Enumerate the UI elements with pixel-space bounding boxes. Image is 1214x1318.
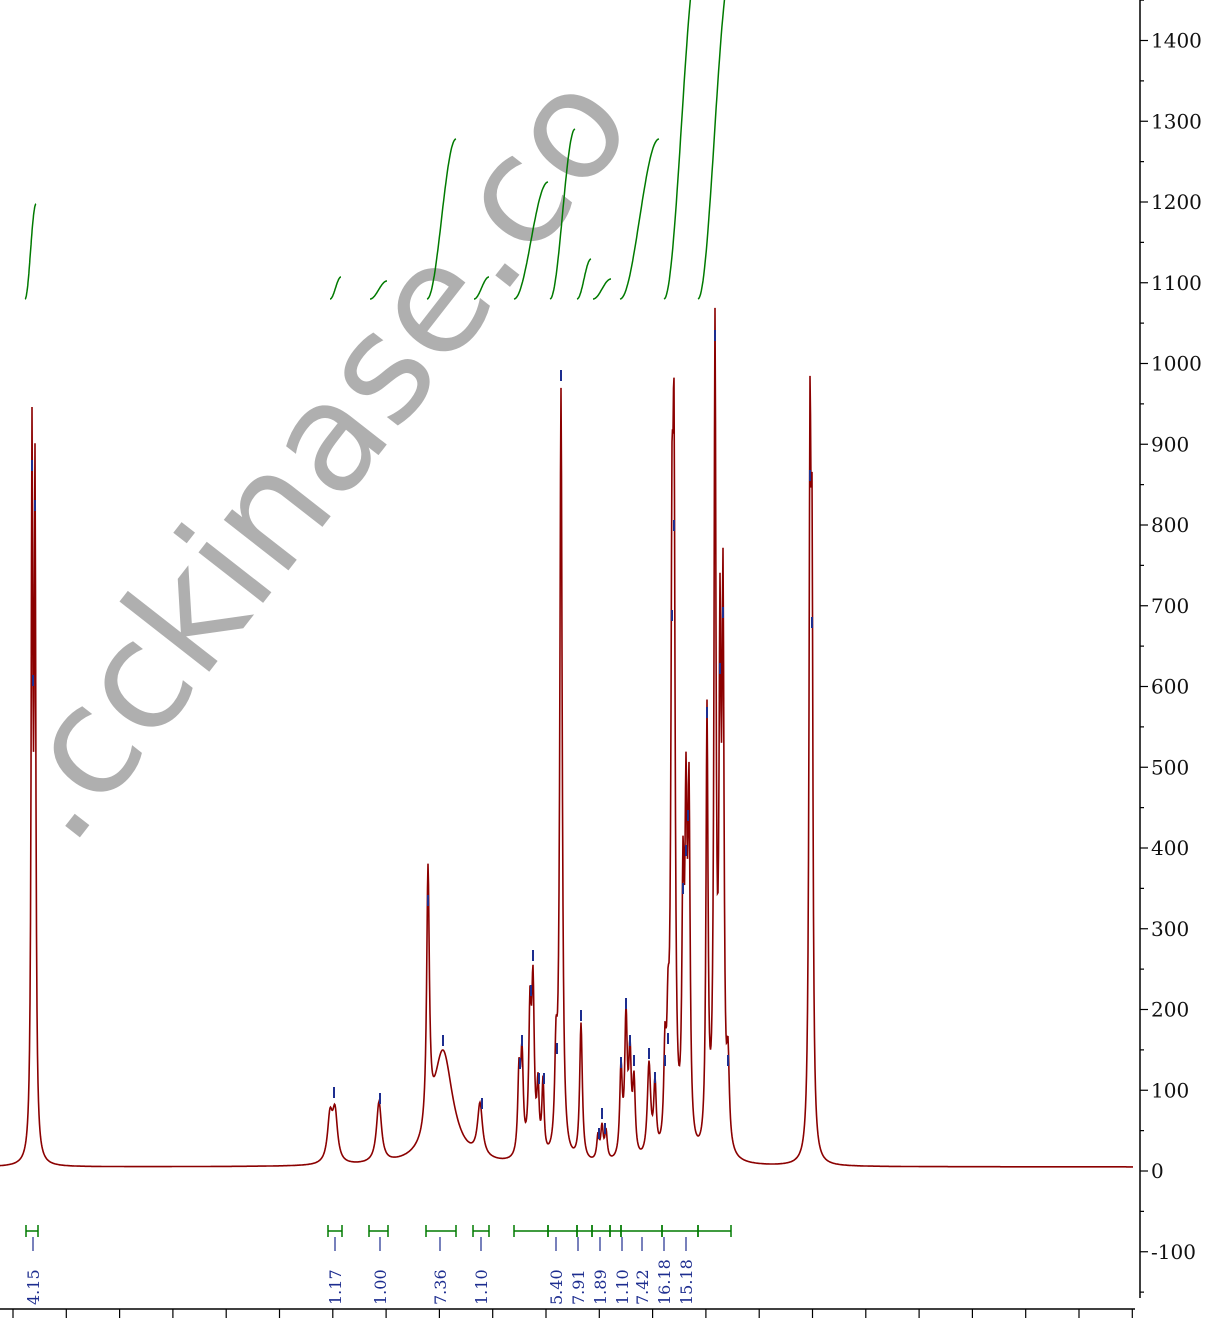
x-axis (0, 1308, 1135, 1318)
integral-label: 1.00 (371, 1269, 390, 1305)
integral-labels: 4.15 1.17 1.00 7.36 1.10 5.40 7.91 1.89 1.10 7.42… (24, 1237, 696, 1305)
integral-label: 15.18 (677, 1259, 696, 1305)
integral-curve (593, 278, 611, 300)
peak-markers (31, 330, 813, 1139)
integral-curve (474, 276, 489, 300)
integral-label: 4.15 (24, 1269, 43, 1305)
integral-label: 1.10 (472, 1269, 491, 1305)
integral-curve (663, 0, 692, 300)
y-tick-label: 500 (1151, 755, 1189, 779)
integral-label: 7.42 (633, 1269, 652, 1305)
integral-curve (697, 0, 726, 300)
integral-label: 1.89 (591, 1269, 610, 1305)
y-tick-label: 1100 (1151, 271, 1202, 295)
integral-label: 7.36 (431, 1269, 450, 1305)
y-tick-label: 1300 (1151, 109, 1202, 133)
integral-curve (370, 280, 387, 300)
y-tick-label: 300 (1151, 917, 1189, 941)
y-tick-label: 200 (1151, 998, 1189, 1022)
y-tick-label: 600 (1151, 675, 1189, 699)
integral-curve (330, 276, 341, 300)
y-tick-label: 0 (1151, 1159, 1164, 1183)
integral-curve (619, 138, 660, 300)
integral-brackets (25, 1225, 732, 1237)
y-tick-label: 1200 (1151, 190, 1202, 214)
integral-label: 16.18 (655, 1259, 674, 1305)
y-tick-label: 900 (1151, 432, 1189, 456)
integral-curves (24, 0, 726, 300)
integral-label: 1.17 (326, 1269, 345, 1305)
y-axis: -100 0 100 200 300 400 500 600 700 800 900 1000 1100… (1139, 0, 1202, 1298)
integral-label: 5.40 (547, 1269, 566, 1305)
y-tick-label: 100 (1151, 1078, 1189, 1102)
y-tick-label: -100 (1151, 1240, 1196, 1264)
spectrum-line (0, 307, 1133, 1168)
integral-curve (576, 258, 592, 300)
watermark: .cckinase.co (0, 40, 665, 873)
watermark-text: .cckinase.co (0, 40, 665, 873)
y-tick-label: 1000 (1151, 352, 1202, 376)
y-tick-label: 700 (1151, 594, 1189, 618)
integral-label: 1.10 (613, 1269, 632, 1305)
y-tick-label: 1400 (1151, 29, 1202, 53)
integral-curve (24, 203, 37, 300)
y-tick-label: 800 (1151, 513, 1189, 537)
integral-curve (549, 128, 576, 300)
integral-curve (426, 138, 457, 300)
spectrum-trace (0, 307, 1133, 1168)
y-tick-label: 400 (1151, 836, 1189, 860)
integral-label: 7.91 (569, 1269, 588, 1305)
integral-curve (513, 181, 549, 300)
